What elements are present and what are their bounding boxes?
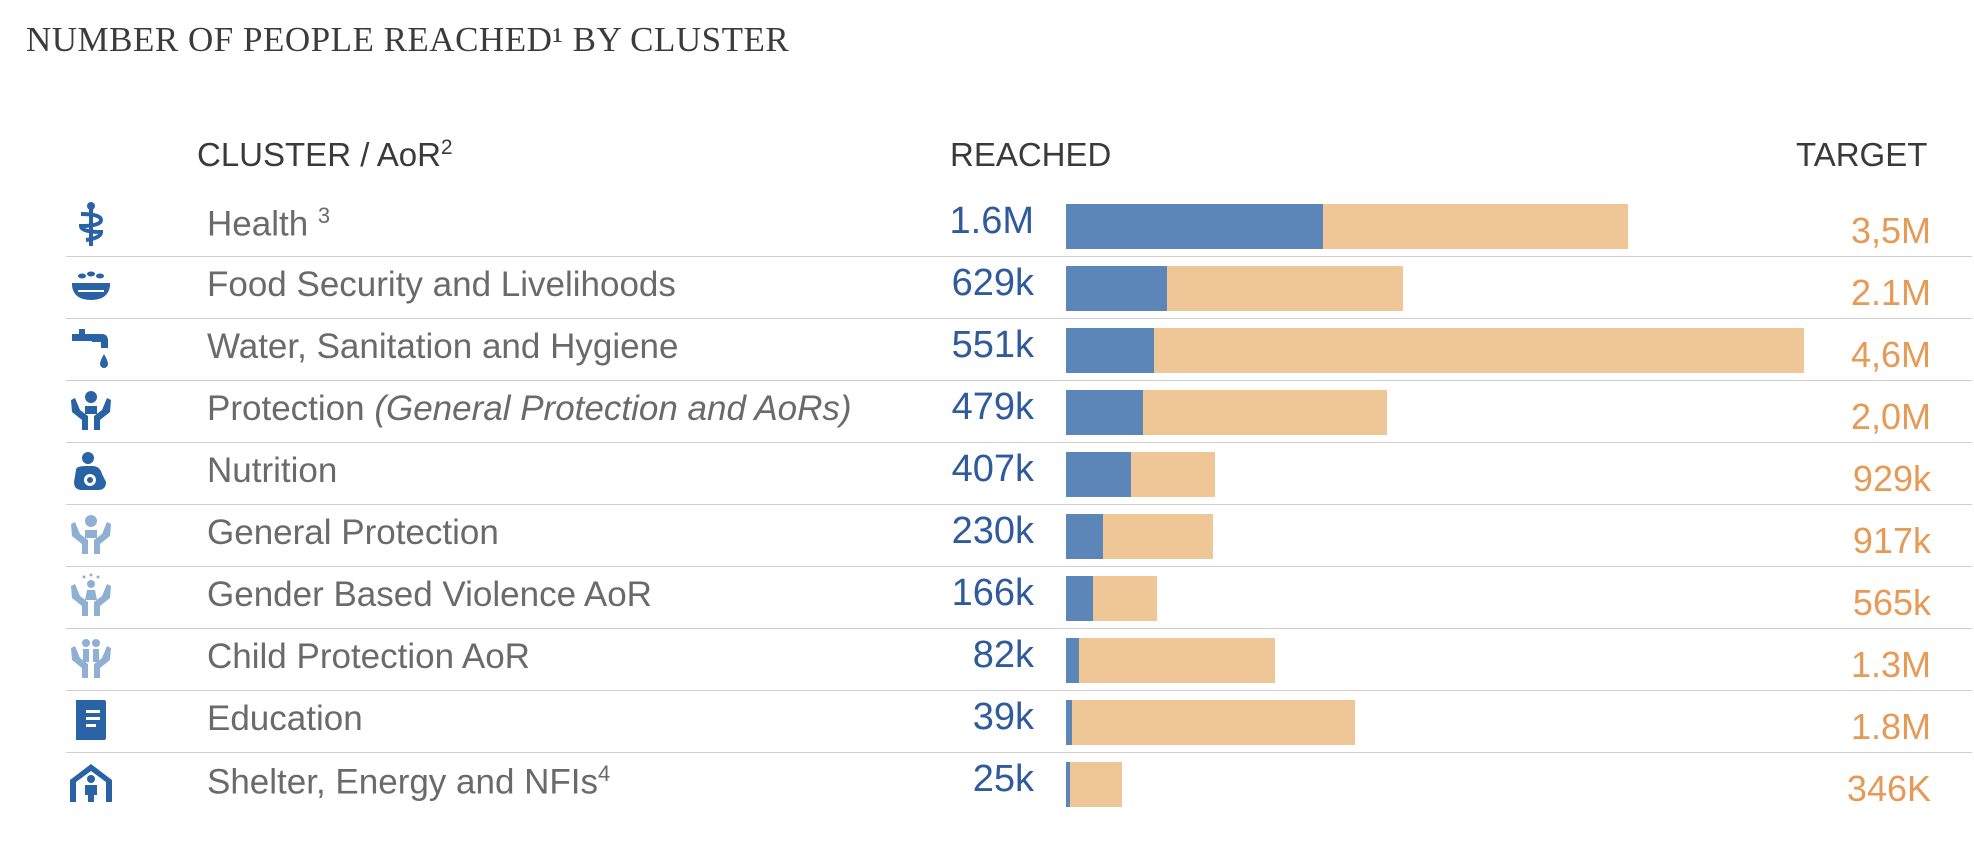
target-bar — [1066, 638, 1275, 683]
chart-row: Water, Sanitation and Hygiene 551k 4,6M — [0, 324, 1974, 386]
reached-column-header: REACHED — [950, 136, 1112, 173]
chart-row: Health 3 1.6M 3,5M — [0, 200, 1974, 262]
reached-bar — [1066, 576, 1093, 621]
target-bar — [1066, 700, 1355, 745]
target-value-label: 2,0M — [1850, 396, 1931, 437]
reached-bar — [1066, 328, 1155, 373]
health-icon — [66, 200, 116, 250]
row-divider — [66, 628, 1972, 629]
reached-value-label: 629k — [951, 262, 1034, 304]
target-value-label: 3,5M — [1850, 210, 1931, 251]
category-name: General Protection — [207, 513, 499, 552]
chart-row: Protection (General Protection and AoRs)… — [0, 386, 1974, 448]
chart-row: Shelter, Energy and NFIs4 25k 346K — [0, 758, 1974, 820]
row-divider — [66, 566, 1972, 567]
row-divider — [66, 752, 1972, 753]
cluster-header-text: CLUSTER / AoR — [197, 136, 441, 173]
reached-bar — [1066, 452, 1132, 497]
cluster-header-footnote: 2 — [440, 136, 453, 159]
target-value-label: 4,6M — [1850, 334, 1931, 375]
category-name-note: (General Protection and AoRs) — [374, 389, 852, 428]
chart-row: Nutrition 407k 929k — [0, 448, 1974, 510]
category-label: General Protection — [207, 513, 499, 553]
reached-value-label: 230k — [951, 510, 1034, 552]
category-name: Health — [207, 204, 318, 244]
row-divider — [66, 380, 1972, 381]
gbv-icon — [66, 572, 116, 622]
child-protection-icon — [66, 634, 116, 684]
row-divider — [66, 256, 1972, 257]
category-label: Child Protection AoR — [207, 637, 530, 677]
reached-value-label: 407k — [951, 448, 1034, 490]
category-label: Shelter, Energy and NFIs4 — [207, 761, 610, 803]
reached-bar — [1066, 638, 1080, 683]
category-label: Education — [207, 699, 363, 739]
reached-bar — [1066, 390, 1143, 435]
target-value-label: 1.8M — [1850, 706, 1931, 747]
row-divider — [66, 318, 1972, 319]
reached-bar — [1066, 700, 1073, 745]
reached-value-label: 39k — [972, 696, 1034, 738]
category-name: Water, Sanitation and Hygiene — [207, 327, 679, 366]
category-name: Education — [207, 699, 363, 738]
category-label: Gender Based Violence AoR — [207, 575, 652, 615]
target-column-header: TARGET — [1796, 136, 1928, 173]
category-name: Child Protection AoR — [207, 637, 530, 676]
shelter-icon — [66, 758, 116, 808]
category-label: Protection (General Protection and AoRs) — [207, 389, 852, 429]
target-value-label: 929k — [1852, 458, 1931, 499]
category-label: Health 3 — [207, 203, 330, 245]
reached-bar — [1066, 204, 1323, 249]
row-divider — [66, 504, 1972, 505]
category-label: Water, Sanitation and Hygiene — [207, 327, 679, 367]
reached-value-label: 551k — [951, 324, 1034, 366]
protection-hands-icon — [66, 386, 116, 436]
category-label: Food Security and Livelihoods — [207, 265, 676, 305]
row-divider — [66, 442, 1972, 443]
reached-value-label: 82k — [972, 634, 1034, 676]
water-tap-icon — [66, 324, 116, 374]
target-value-label: 346K — [1846, 768, 1931, 809]
chart-row: Gender Based Violence AoR 166k 565k — [0, 572, 1974, 634]
reached-value-label: 166k — [951, 572, 1034, 614]
chart-row: Food Security and Livelihoods 629k 2.1M — [0, 262, 1974, 324]
reached-value-label: 479k — [951, 386, 1034, 428]
chart-row: General Protection 230k 917k — [0, 510, 1974, 572]
target-bar — [1066, 762, 1122, 807]
reached-bar — [1066, 266, 1167, 311]
category-footnote: 3 — [317, 203, 331, 228]
cluster-column-header: CLUSTER / AoR2 — [197, 136, 453, 174]
food-security-icon — [66, 262, 116, 312]
nutrition-icon — [66, 448, 116, 498]
target-value-label: 917k — [1852, 520, 1931, 561]
category-name: Shelter, Energy and NFIs — [207, 762, 599, 802]
category-name: Protection — [207, 389, 375, 428]
category-footnote: 4 — [598, 761, 611, 786]
category-name: Gender Based Violence AoR — [207, 575, 652, 614]
row-divider — [66, 690, 1972, 691]
category-name: Food Security and Livelihoods — [207, 265, 676, 304]
reached-bar — [1066, 514, 1103, 559]
target-value-label: 2.1M — [1850, 272, 1931, 313]
target-bar — [1066, 328, 1804, 373]
chart-title: NUMBER OF PEOPLE REACHED¹ BY CLUSTER — [26, 20, 790, 59]
target-value-label: 565k — [1852, 582, 1931, 623]
general-protection-icon — [66, 510, 116, 560]
target-value-label: 1.3M — [1850, 644, 1931, 685]
reached-bar — [1066, 762, 1070, 807]
chart-row: Child Protection AoR 82k 1.3M — [0, 634, 1974, 696]
education-book-icon — [66, 696, 116, 746]
reached-value-label: 1.6M — [949, 200, 1034, 242]
category-label: Nutrition — [207, 451, 337, 491]
chart-row: Education 39k 1.8M — [0, 696, 1974, 758]
category-name: Nutrition — [207, 451, 338, 490]
reached-value-label: 25k — [972, 758, 1034, 800]
